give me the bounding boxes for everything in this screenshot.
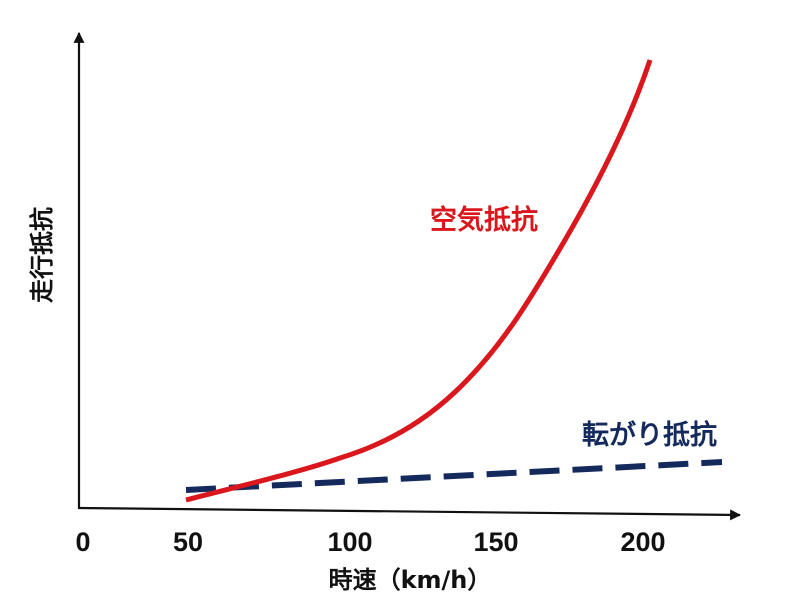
air-resistance-label: 空気抵抗 bbox=[430, 204, 538, 236]
x-tick-150: 150 bbox=[473, 527, 518, 557]
x-axis bbox=[77, 506, 742, 521]
x-tick-0: 0 bbox=[75, 527, 90, 557]
x-tick-100: 100 bbox=[327, 527, 372, 557]
y-axis-label: 走行抵抗 bbox=[28, 207, 56, 303]
air-resistance-curve bbox=[185, 59, 653, 503]
rolling-resistance-line bbox=[185, 459, 723, 493]
x-tick-200: 200 bbox=[620, 527, 665, 557]
x-tick-50: 50 bbox=[173, 527, 203, 557]
x-axis-label: 時速（km/h） bbox=[329, 566, 492, 594]
rolling-resistance-label: 転がり抵抗 bbox=[582, 419, 717, 451]
